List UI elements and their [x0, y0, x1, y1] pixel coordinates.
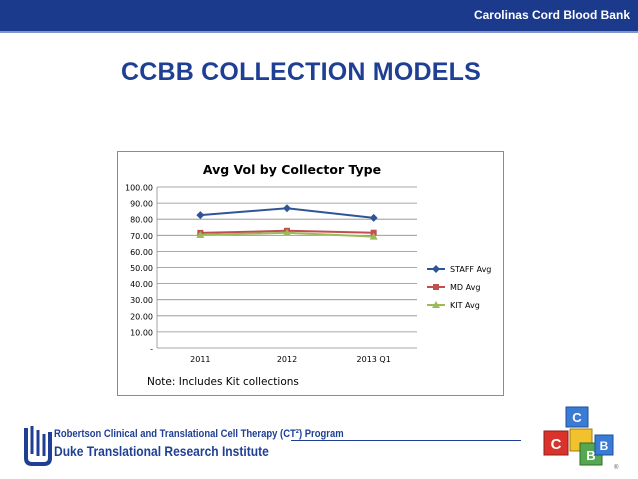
- data-point: [369, 213, 378, 222]
- block-letter: C: [572, 410, 582, 425]
- footer-divider: [291, 440, 521, 441]
- ccbb-blocks-logo-icon: C C B B ®: [543, 406, 619, 471]
- y-tick-label: 10.00: [130, 328, 153, 337]
- data-point: [196, 230, 205, 238]
- header-divider: [0, 31, 638, 33]
- institute-name: Duke Translational Research Institute: [54, 443, 269, 459]
- y-tick-label: 50.00: [130, 264, 153, 273]
- y-tick-label: 70.00: [130, 232, 153, 241]
- y-tick-label: -: [150, 345, 153, 354]
- data-point: [283, 228, 291, 236]
- y-tick-label: 30.00: [130, 296, 153, 305]
- y-tick-label: 40.00: [130, 280, 153, 289]
- data-point: [369, 232, 378, 240]
- legend-marker: [432, 265, 440, 273]
- data-point: [283, 204, 291, 213]
- registered-mark: ®: [614, 464, 619, 471]
- chart-frame: Avg Vol by Collector Type - 10.00 20.00 30.0…: [117, 151, 504, 396]
- legend-marker: [433, 284, 439, 290]
- y-tick-label: 100.00: [125, 184, 153, 193]
- duke-logo-icon: [24, 426, 52, 466]
- y-tick-label: 60.00: [130, 248, 153, 257]
- block-letter: B: [586, 448, 595, 463]
- y-tick-label: 20.00: [130, 312, 153, 321]
- legend-label: STAFF Avg: [450, 265, 491, 274]
- org-name: Carolinas Cord Blood Bank: [473, 8, 630, 22]
- block-letter: C: [551, 436, 562, 453]
- chart-title: Avg Vol by Collector Type: [203, 162, 381, 177]
- data-point: [196, 211, 205, 220]
- slide-title: CCBB COLLECTION MODELS: [121, 58, 481, 86]
- x-tick-label: 2012: [277, 355, 297, 364]
- x-tick-label: 2013 Q1: [357, 355, 391, 364]
- line-chart: Avg Vol by Collector Type - 10.00 20.00 30.0…: [125, 162, 491, 364]
- block-letter: B: [600, 439, 609, 453]
- x-tick-label: 2011: [190, 355, 210, 364]
- chart-note: Note: Includes Kit collections: [147, 376, 299, 388]
- program-name: Robertson Clinical and Translational Cel…: [54, 428, 344, 440]
- y-tick-label: 80.00: [130, 216, 153, 225]
- legend-label: KIT Avg: [450, 301, 480, 310]
- header-bar: [0, 0, 638, 31]
- y-tick-label: 90.00: [130, 200, 153, 209]
- legend-label: MD Avg: [450, 283, 480, 292]
- legend-marker: [432, 301, 440, 308]
